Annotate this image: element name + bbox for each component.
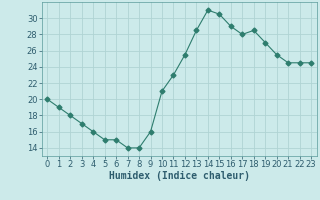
X-axis label: Humidex (Indice chaleur): Humidex (Indice chaleur) xyxy=(109,171,250,181)
